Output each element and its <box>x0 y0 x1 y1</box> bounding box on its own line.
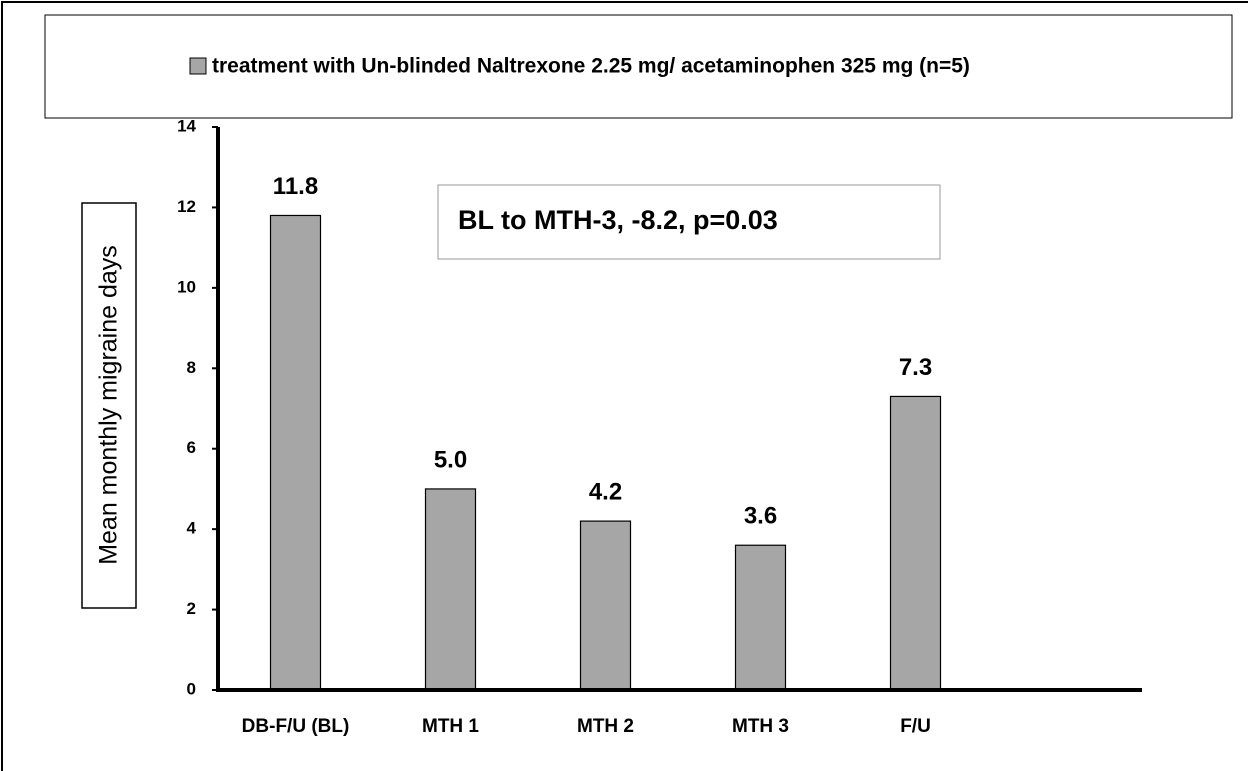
x-tick-label: MTH 1 <box>422 716 479 737</box>
annotation-box <box>437 184 941 260</box>
y-tick-label: 10 <box>177 277 196 296</box>
x-tick-label: MTH 3 <box>732 716 789 737</box>
y-label-box <box>81 202 137 609</box>
y-tick-label: 12 <box>177 197 196 216</box>
y-axis-label: Mean monthly migraine days <box>95 245 123 565</box>
data-label: 4.2 <box>589 478 622 505</box>
y-tick-label: 8 <box>187 358 196 377</box>
y-tick-label: 0 <box>187 679 196 698</box>
legend-box <box>44 14 1233 119</box>
data-label: 3.6 <box>744 503 777 530</box>
bar <box>579 520 632 691</box>
annotation: BL to MTH-3, -8.2, p=0.03 <box>458 205 778 235</box>
bar <box>734 544 787 691</box>
data-label: 11.8 <box>273 173 318 200</box>
y-tick-label: 6 <box>187 438 196 457</box>
data-label: 7.3 <box>899 354 932 381</box>
bar <box>269 214 322 691</box>
x-tick-label: F/U <box>900 716 931 737</box>
bar <box>889 395 942 691</box>
legend-swatch <box>189 57 207 75</box>
data-label: 5.0 <box>434 446 467 473</box>
legend-label: treatment with Un-blinded Naltrexone 2.2… <box>212 55 970 78</box>
bar <box>424 488 477 691</box>
y-tick-label: 14 <box>177 116 196 135</box>
y-tick-label: 4 <box>187 519 197 538</box>
x-tick-label: MTH 2 <box>577 716 634 737</box>
x-tick-label: DB-F/U (BL) <box>242 716 350 737</box>
y-tick-label: 2 <box>187 599 196 618</box>
